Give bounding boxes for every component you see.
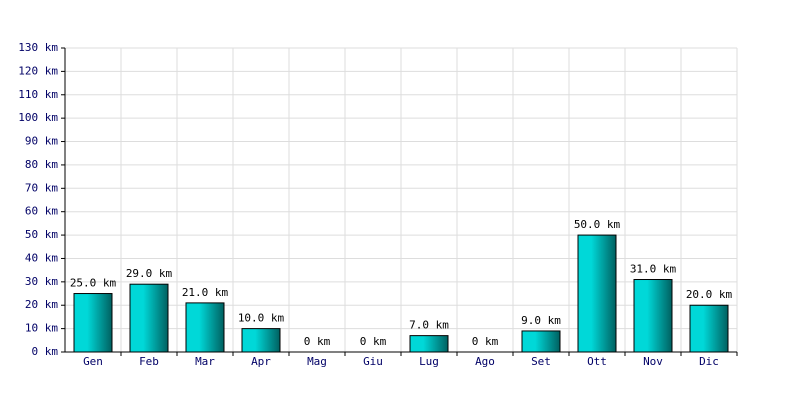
- x-tick-label: Ago: [475, 355, 495, 368]
- x-tick-label: Ott: [587, 355, 607, 368]
- value-label: 0 km: [360, 335, 387, 348]
- value-label: 50.0 km: [574, 218, 621, 231]
- y-tick-label: 130 km: [18, 41, 58, 54]
- bar: [185, 302, 225, 353]
- bar: [633, 279, 673, 353]
- bar: [409, 335, 449, 353]
- value-label: 7.0 km: [409, 319, 449, 332]
- x-tick-label: Dic: [699, 355, 719, 368]
- value-label: 9.0 km: [521, 314, 561, 327]
- value-label: 0 km: [304, 335, 331, 348]
- x-tick-label: Gen: [83, 355, 103, 368]
- x-tick-label: Nov: [643, 355, 663, 368]
- x-tick-label: Giu: [363, 355, 383, 368]
- x-tick-label: Set: [531, 355, 551, 368]
- value-label: 29.0 km: [126, 267, 173, 280]
- y-tick-label: 70 km: [25, 181, 58, 194]
- value-label: 20.0 km: [686, 288, 733, 301]
- bar: [689, 304, 729, 353]
- bar: [129, 283, 169, 353]
- y-tick-label: 50 km: [25, 228, 58, 241]
- y-tick-label: 120 km: [18, 64, 58, 77]
- y-tick-label: 100 km: [18, 111, 58, 124]
- value-label: 21.0 km: [182, 286, 229, 299]
- bar: [577, 234, 617, 353]
- y-tick-label: 20 km: [25, 298, 58, 311]
- bar: [521, 330, 561, 353]
- bar: [241, 328, 281, 353]
- y-tick-label: 10 km: [25, 322, 58, 335]
- value-label: 31.0 km: [630, 263, 677, 276]
- y-tick-label: 0 km: [32, 345, 59, 358]
- x-tick-label: Lug: [419, 355, 439, 368]
- x-tick-label: Mar: [195, 355, 215, 368]
- x-tick-label: Feb: [139, 355, 159, 368]
- y-tick-label: 30 km: [25, 275, 58, 288]
- y-tick-label: 110 km: [18, 88, 58, 101]
- value-label: 10.0 km: [238, 312, 285, 325]
- value-label: 0 km: [472, 335, 499, 348]
- x-tick-label: Apr: [251, 355, 271, 368]
- y-tick-label: 40 km: [25, 251, 58, 264]
- y-tick-label: 90 km: [25, 135, 58, 148]
- y-tick-label: 80 km: [25, 158, 58, 171]
- value-label: 25.0 km: [70, 277, 117, 290]
- y-tick-label: 60 km: [25, 205, 58, 218]
- bar: [73, 293, 113, 353]
- x-tick-label: Mag: [307, 355, 327, 368]
